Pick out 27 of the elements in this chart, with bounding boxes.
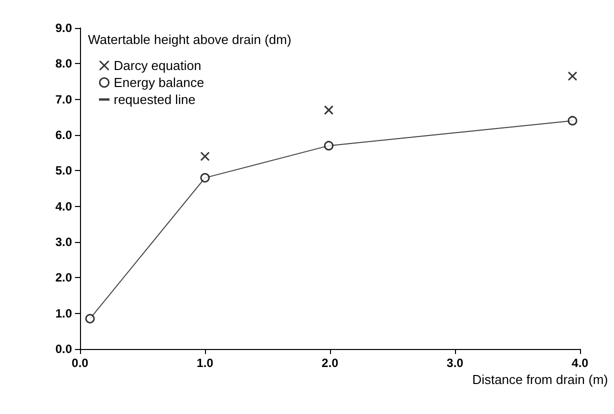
y-tick-label: 2.0 (55, 270, 72, 285)
point (568, 71, 578, 81)
y-tick-label: 0.0 (55, 342, 72, 356)
y-tick-label: 4.0 (55, 199, 72, 214)
y-tick-label: 7.0 (55, 92, 72, 106)
point (200, 173, 210, 183)
x-tick-label: 3.0 (446, 356, 464, 370)
y-tick-label: 6.0 (55, 128, 72, 142)
legend-label: requested line (114, 92, 196, 107)
x-tick-label: 2.0 (322, 356, 339, 370)
x-tick-label: 1.0 (196, 356, 214, 370)
point (324, 105, 334, 115)
point (324, 140, 334, 150)
y-tick-label: 8.0 (55, 56, 72, 71)
y-tick-label: 3.0 (55, 235, 72, 249)
x-axis-title: Distance from drain (m) (472, 372, 608, 387)
legend-label: Energy balance (114, 75, 204, 90)
y-tick-label: 5.0 (55, 164, 72, 178)
x-tick-label: 0.0 (72, 356, 89, 370)
point (568, 116, 578, 126)
x-tick-label: 4.0 (572, 356, 589, 370)
point (85, 314, 95, 324)
y-tick-label: 1.0 (55, 306, 72, 320)
y-tick-label: 9.0 (55, 21, 72, 35)
point (200, 152, 210, 162)
legend-label: Darcy equation (114, 58, 202, 73)
y-axis-title: Watertable height above drain (dm) (88, 32, 292, 47)
